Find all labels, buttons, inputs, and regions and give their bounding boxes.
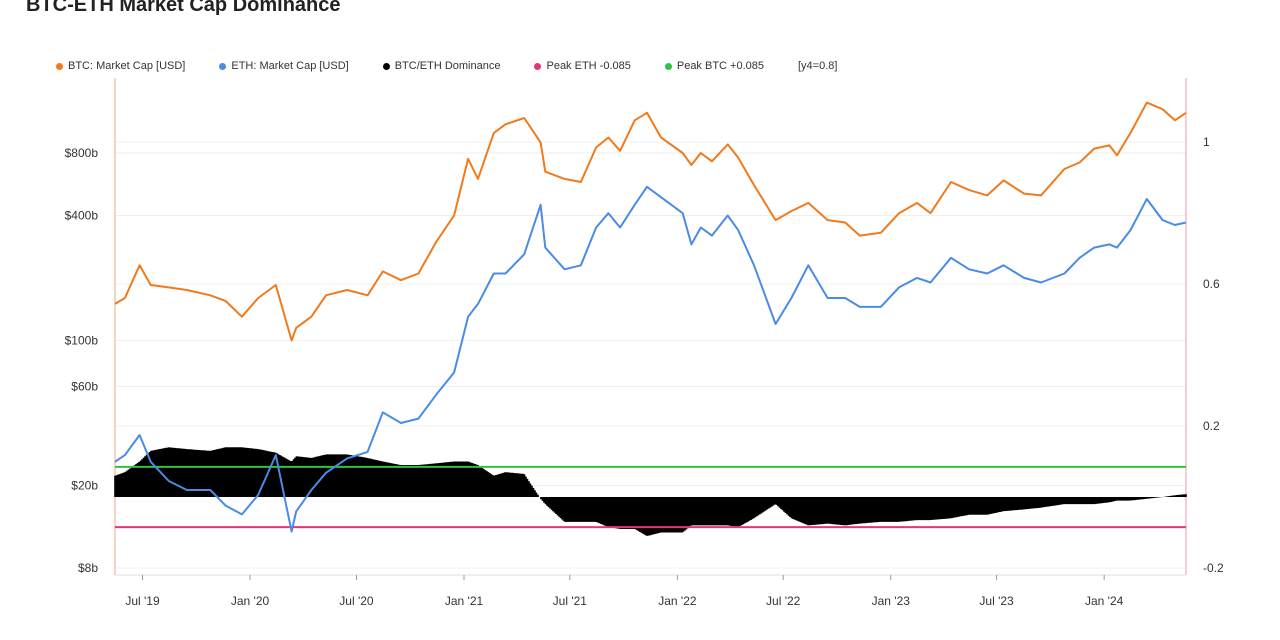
legend-label: Peak BTC +0.085 xyxy=(676,60,764,72)
y-left-tick-label: $400b xyxy=(65,208,99,222)
legend-label: ETH: Market Cap [USD] xyxy=(231,60,349,72)
eth-market-cap-line xyxy=(114,185,1187,533)
legend-dot-orange xyxy=(56,62,63,70)
legend-item-peak-btc[interactable]: Peak BTC +0.085 xyxy=(664,60,764,72)
legend-label: BTC: Market Cap [USD] xyxy=(68,60,186,72)
btc-market-cap-line xyxy=(114,101,1187,342)
y-left-tick-label: $60b xyxy=(71,379,98,393)
x-tick-label: Jul '23 xyxy=(979,594,1014,608)
legend-label: BTC/ETH Dominance xyxy=(394,60,501,72)
y-right-tick-label: 0.6 xyxy=(1203,277,1220,291)
legend-dot-blue xyxy=(219,62,227,70)
x-tick-label: Jul '20 xyxy=(339,594,374,608)
x-tick-label: Jul '19 xyxy=(125,594,160,608)
legend-item-btc-market-cap[interactable]: BTC: Market Cap [USD] xyxy=(56,60,185,72)
legend-dot-green xyxy=(664,62,672,70)
y-left-tick-label: $100b xyxy=(65,333,99,347)
legend-dot-black xyxy=(382,62,390,70)
y-left-tick-label: $20b xyxy=(71,478,98,492)
x-tick-label: Jan '20 xyxy=(231,594,270,608)
x-tick-label: Jan '22 xyxy=(658,594,697,608)
legend-item-eth-market-cap[interactable]: ETH: Market Cap [USD] xyxy=(219,60,349,72)
y-right-tick-label: 1 xyxy=(1203,135,1210,149)
x-tick-label: Jan '23 xyxy=(872,594,911,608)
y-left-tick-label: $800b xyxy=(65,146,99,160)
chart-title: BTC-ETH Market Cap Dominance xyxy=(26,0,341,16)
legend-dot-pink xyxy=(534,62,542,70)
legend-item-btc-eth-dominance[interactable]: BTC/ETH Dominance xyxy=(382,60,501,72)
legend-label: Peak ETH -0.085 xyxy=(546,60,631,72)
x-tick-label: Jul '21 xyxy=(553,594,588,608)
legend-note: [y4=0.8] xyxy=(798,60,838,72)
y-right-tick-label: 0.2 xyxy=(1203,419,1220,433)
x-tick-label: Jan '21 xyxy=(445,594,484,608)
x-tick-label: Jul '22 xyxy=(766,594,801,608)
dominance-bars xyxy=(114,447,1187,536)
y-left-tick-label: $8b xyxy=(78,561,98,575)
chart-legend: BTC: Market Cap [USD] ETH: Market Cap [U… xyxy=(56,60,837,72)
legend-item-peak-eth[interactable]: Peak ETH -0.085 xyxy=(534,60,631,72)
x-tick-label: Jan '24 xyxy=(1085,594,1124,608)
y-right-tick-label: -0.2 xyxy=(1203,561,1224,575)
